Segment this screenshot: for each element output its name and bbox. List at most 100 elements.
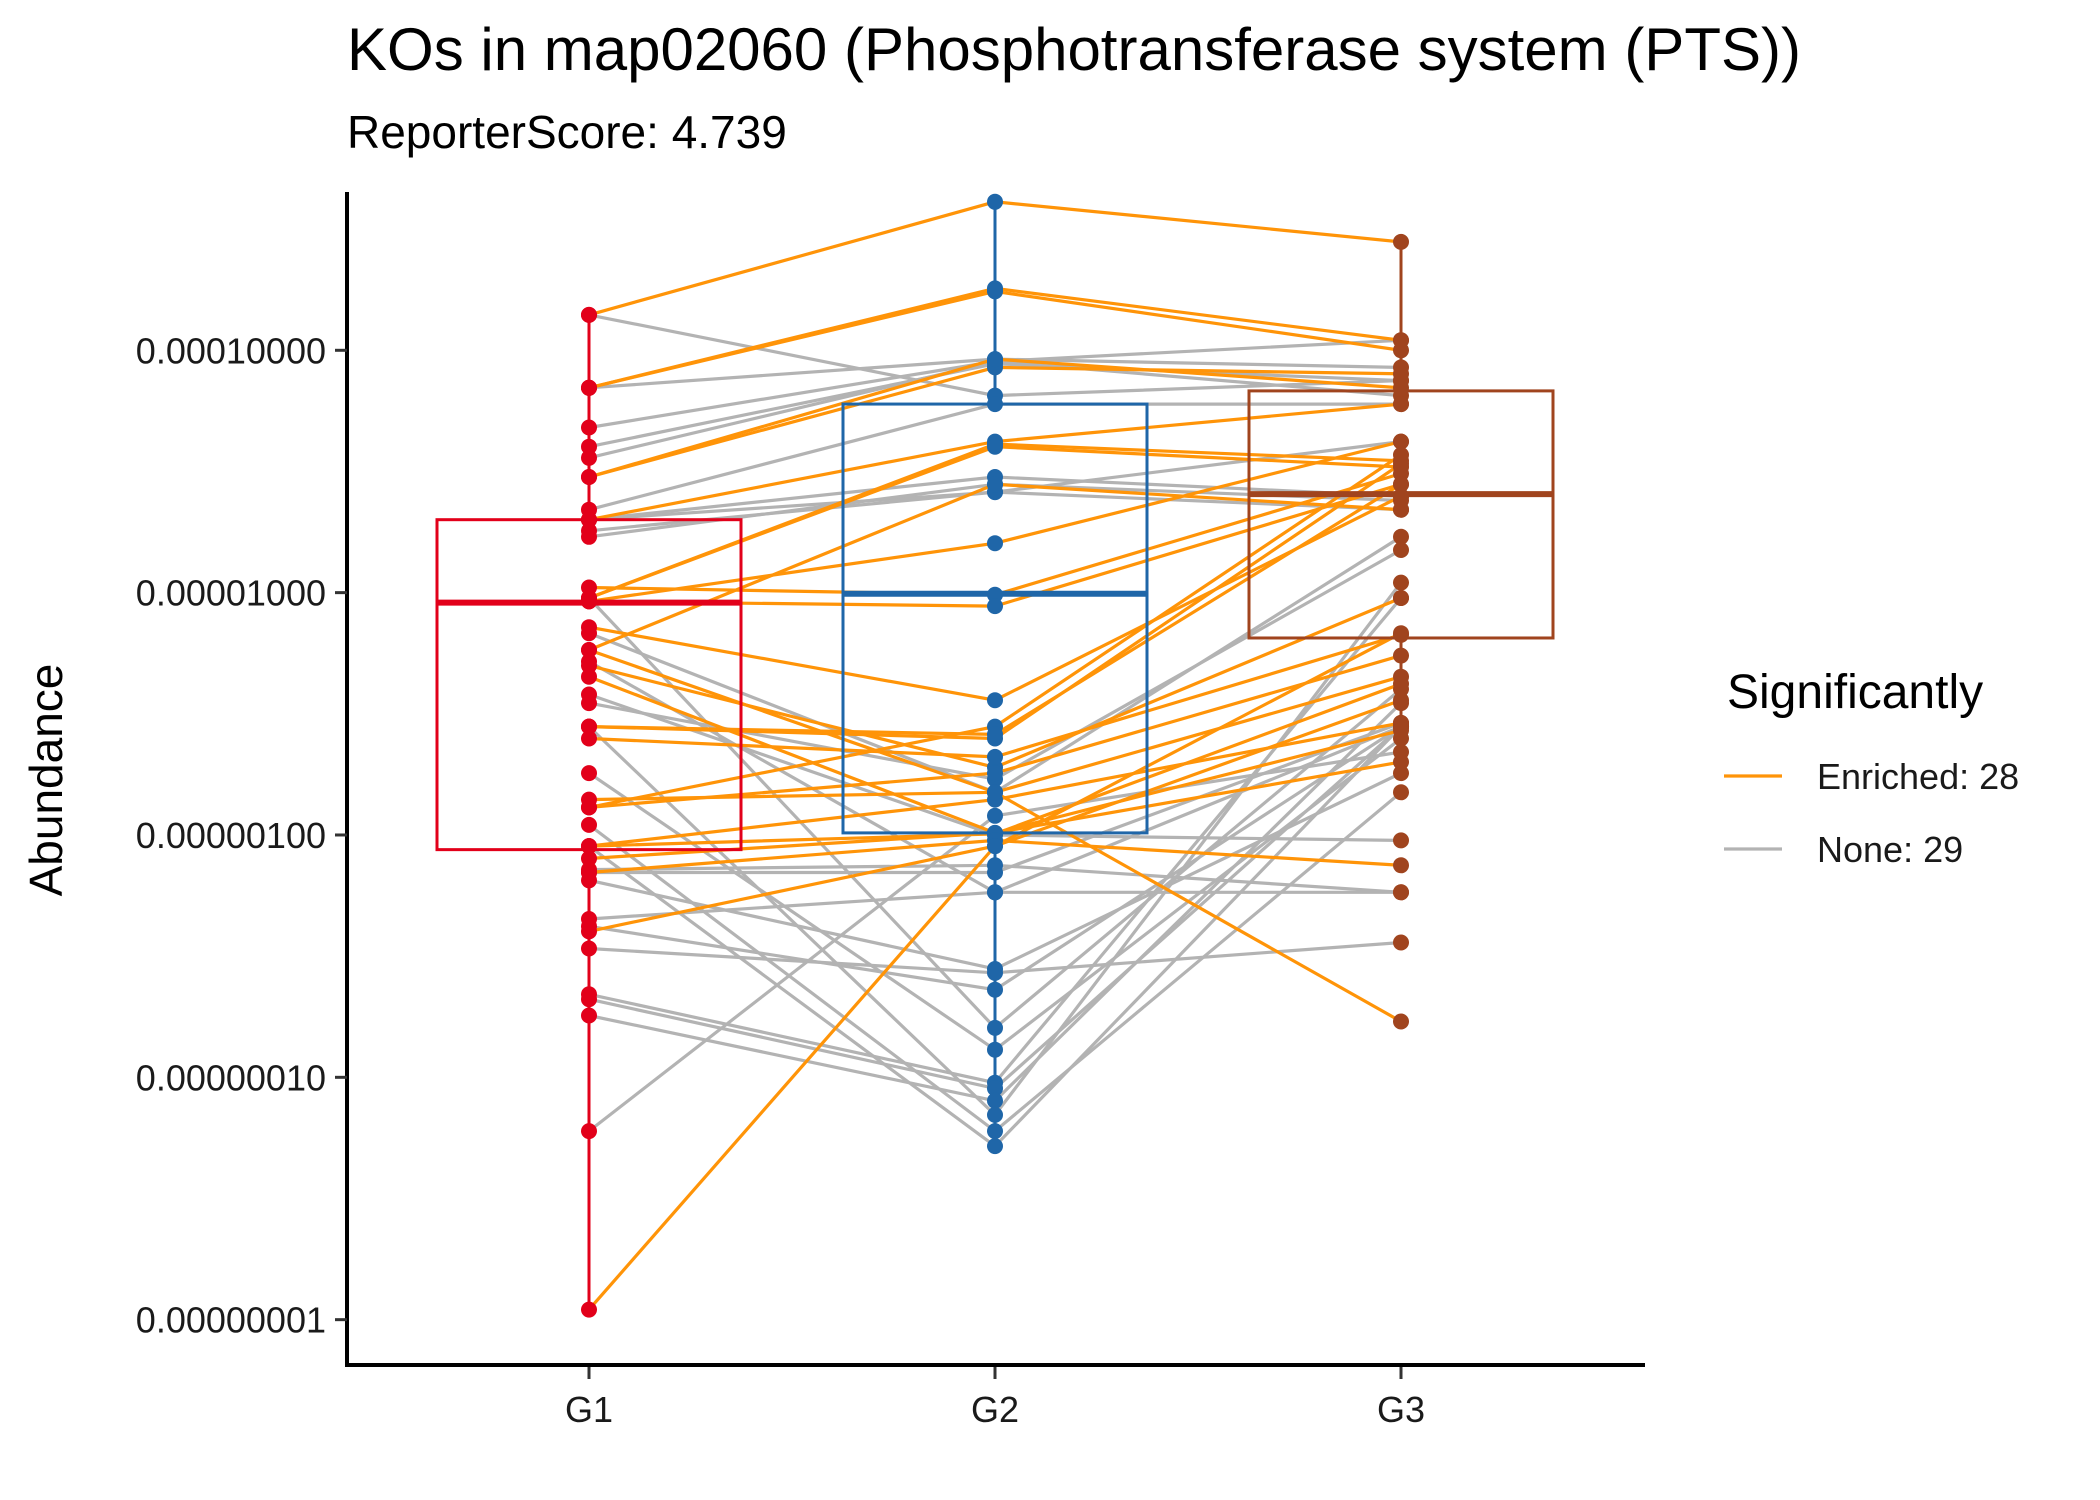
point-g2 [987, 586, 1003, 603]
point-g2 [987, 765, 1003, 782]
point-g3 [1393, 233, 1409, 250]
point-g3 [1393, 396, 1409, 413]
point-g3 [1393, 528, 1409, 545]
point-g1 [581, 1123, 597, 1140]
point-g2 [987, 1138, 1003, 1155]
legend: Significantly Enriched: 28 None: 29 [1724, 666, 2019, 870]
point-g1 [581, 593, 597, 610]
point-g2 [987, 726, 1003, 743]
point-g1 [581, 940, 597, 957]
point-g3 [1393, 647, 1409, 664]
point-g1 [581, 579, 597, 596]
point-g1 [581, 1007, 597, 1024]
point-g3 [1393, 590, 1409, 606]
point-g3 [1393, 379, 1409, 396]
point-g1 [581, 686, 597, 703]
point-g3 [1393, 433, 1409, 450]
point-g3 [1393, 542, 1409, 558]
point-g1 [581, 511, 597, 528]
point-g2 [987, 1092, 1003, 1109]
point-g2 [987, 535, 1003, 552]
point-g1 [581, 923, 597, 940]
legend-label: Enriched: 28 [1817, 756, 2019, 797]
point-g2 [987, 396, 1003, 413]
point-g1 [581, 799, 597, 816]
point-g2 [987, 784, 1003, 801]
point-g3 [1393, 342, 1409, 359]
point-g2 [987, 598, 1003, 615]
point-g2 [987, 438, 1003, 455]
point-g3 [1393, 765, 1409, 782]
point-g2 [987, 838, 1003, 855]
point-g2 [987, 193, 1003, 210]
point-g1 [581, 668, 597, 685]
y-axis-ticks: 0.00010000 0.00001000 0.00000100 0.00000010… [136, 330, 347, 1341]
point-g1 [581, 619, 597, 636]
legend-title: Significantly [1727, 666, 1983, 719]
point-g1 [581, 379, 597, 396]
point-g3 [1393, 476, 1409, 493]
y-axis-title: Abundance [20, 664, 72, 897]
x-axis-ticks: G1 G2 G3 [565, 1367, 1425, 1430]
point-g3 [1393, 574, 1409, 591]
y-tick-label: 0.00010000 [136, 330, 326, 371]
point-g3 [1393, 365, 1409, 382]
legend-label: None: 29 [1817, 829, 1963, 870]
point-g3 [1393, 675, 1409, 692]
point-g1 [581, 765, 597, 782]
point-g2 [987, 1106, 1003, 1123]
point-g3 [1393, 934, 1409, 951]
point-g3 [1393, 625, 1409, 642]
y-tick-label: 0.00000010 [136, 1057, 326, 1098]
x-tick-label: G1 [565, 1389, 613, 1430]
point-g1 [581, 419, 597, 436]
y-tick-label: 0.00000001 [136, 1300, 326, 1341]
point-g2 [987, 476, 1003, 493]
point-g2 [987, 857, 1003, 874]
point-g2 [987, 807, 1003, 824]
point-g1 [581, 469, 597, 485]
point-g3 [1393, 488, 1409, 505]
point-g2 [987, 1019, 1003, 1036]
point-g3 [1393, 1013, 1409, 1030]
point-g1 [581, 1301, 597, 1318]
point-g1 [581, 730, 597, 747]
point-g2 [987, 981, 1003, 998]
point-g1 [581, 438, 597, 455]
point-g1 [581, 850, 597, 867]
point-g1 [581, 991, 597, 1008]
chart-title: KOs in map02060 (Phosphotransferase syst… [347, 16, 1801, 83]
point-g2 [987, 283, 1003, 300]
point-g1 [581, 642, 597, 658]
point-g3 [1393, 754, 1409, 770]
point-g3 [1393, 722, 1409, 739]
y-tick-label: 0.00000100 [136, 815, 326, 856]
point-g2 [987, 1080, 1003, 1097]
point-g3 [1393, 857, 1409, 874]
y-tick-label: 0.00001000 [136, 573, 326, 614]
x-tick-label: G2 [971, 1389, 1019, 1430]
point-g2 [987, 1041, 1003, 1058]
data-points [581, 193, 1409, 1318]
point-g3 [1393, 884, 1409, 901]
point-g2 [987, 748, 1003, 765]
point-g3 [1393, 692, 1409, 709]
point-g1 [581, 528, 597, 545]
point-g2 [987, 351, 1003, 368]
point-g1 [581, 816, 597, 833]
point-g3 [1393, 784, 1409, 801]
point-g2 [987, 884, 1003, 901]
point-g2 [987, 964, 1003, 981]
point-g1 [581, 718, 597, 735]
point-g2 [987, 1123, 1003, 1140]
point-g1 [581, 306, 597, 323]
box-g2 [841, 201, 1149, 1147]
point-g1 [581, 657, 597, 674]
point-g1 [581, 838, 597, 855]
point-g1 [581, 864, 597, 881]
point-g3 [1393, 446, 1409, 463]
point-g3 [1393, 501, 1409, 518]
x-tick-label: G3 [1377, 1389, 1425, 1430]
chart-subtitle: ReporterScore: 4.739 [347, 106, 787, 158]
